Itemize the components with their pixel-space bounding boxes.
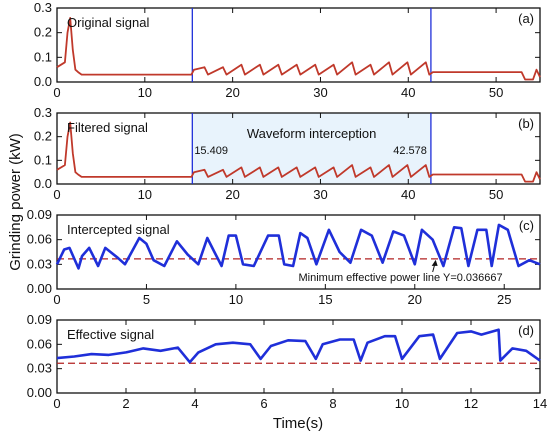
panel-3: 0.00 0.03 0.06 0.09 0 5 10 15 20 25 Intercepted si… bbox=[27, 207, 541, 307]
data-series-line bbox=[56, 121, 541, 183]
x-tick-label: 10 bbox=[229, 292, 243, 307]
x-tick-label: 14 bbox=[533, 396, 547, 411]
data-series-line bbox=[55, 223, 541, 270]
y-axis-title: Grinding power (kW) bbox=[7, 133, 24, 271]
x-tick-label: 4 bbox=[191, 396, 198, 411]
x-tick-label: 8 bbox=[329, 396, 336, 411]
x-tick-label: 0 bbox=[53, 396, 60, 411]
signal-label: Intercepted signal bbox=[67, 222, 170, 237]
x-tick-label: 25 bbox=[497, 292, 511, 307]
interval-end-label: 42.578 bbox=[393, 145, 427, 157]
y-tick-label: 0.00 bbox=[27, 281, 52, 296]
signal-label: Original signal bbox=[67, 15, 149, 30]
y-tick-label: 0.06 bbox=[27, 232, 52, 247]
y-tick-label: 0.3 bbox=[34, 0, 52, 15]
x-tick-label: 10 bbox=[395, 396, 409, 411]
x-tick-label: 0 bbox=[53, 187, 60, 202]
y-tick-label: 0.0 bbox=[34, 74, 52, 89]
interval-start-label: 15.409 bbox=[194, 145, 228, 157]
x-tick-label: 30 bbox=[313, 85, 327, 100]
x-tick-label: 2 bbox=[122, 396, 129, 411]
plot-frame bbox=[56, 112, 541, 185]
y-tick-label: 0.09 bbox=[27, 312, 52, 327]
plot-frame bbox=[56, 319, 541, 394]
data-series-line bbox=[56, 17, 541, 81]
y-tick-label: 0.0 bbox=[34, 176, 52, 191]
y-tick-label: 0.1 bbox=[34, 152, 52, 167]
x-tick-label: 50 bbox=[489, 187, 503, 202]
panel-label: (d) bbox=[518, 323, 534, 338]
plot-frame bbox=[56, 7, 541, 83]
y-tick-label: 0.1 bbox=[34, 49, 52, 64]
y-tick-label: 0.03 bbox=[27, 361, 52, 376]
panel-label: (b) bbox=[518, 116, 534, 131]
x-tick-label: 10 bbox=[138, 85, 152, 100]
x-tick-label: 12 bbox=[464, 396, 478, 411]
data-series-line bbox=[56, 328, 541, 364]
x-tick-label: 50 bbox=[489, 85, 503, 100]
x-tick-label: 15 bbox=[318, 292, 332, 307]
x-axis-title: Time(s) bbox=[273, 415, 323, 432]
panel-4: 0.00 0.03 0.06 0.09 0 2 4 6 8 10 12 14 Effective sig… bbox=[27, 312, 548, 411]
y-tick-label: 0.00 bbox=[27, 385, 52, 400]
signal-label: Effective signal bbox=[67, 327, 154, 342]
plot-frame bbox=[56, 214, 541, 290]
x-tick-label: 30 bbox=[313, 187, 327, 202]
x-tick-label: 10 bbox=[138, 187, 152, 202]
x-tick-label: 0 bbox=[53, 85, 60, 100]
x-tick-label: 6 bbox=[260, 396, 267, 411]
y-tick-label: 0.2 bbox=[34, 129, 52, 144]
x-tick-label: 20 bbox=[408, 292, 422, 307]
x-tick-label: 40 bbox=[401, 85, 415, 100]
x-tick-label: 20 bbox=[225, 85, 239, 100]
annotation-arrowhead bbox=[431, 259, 438, 266]
y-tick-label: 0.3 bbox=[34, 105, 52, 120]
panel-label: (a) bbox=[518, 11, 534, 26]
y-tick-label: 0.2 bbox=[34, 25, 52, 40]
x-tick-label: 40 bbox=[401, 187, 415, 202]
y-tick-label: 0.09 bbox=[27, 207, 52, 222]
x-tick-label: 0 bbox=[53, 292, 60, 307]
x-tick-label: 5 bbox=[143, 292, 150, 307]
y-tick-label: 0.06 bbox=[27, 336, 52, 351]
x-tick-label: 20 bbox=[225, 187, 239, 202]
panel-label: (c) bbox=[519, 218, 534, 233]
y-tick-label: 0.03 bbox=[27, 256, 52, 271]
signal-label: Filtered signal bbox=[67, 120, 148, 135]
panel-2: 0.0 0.1 0.2 0.3 0 10 20 30 40 50 Filtered signal (b… bbox=[34, 105, 541, 202]
min-power-line-label: Minimum effective power line Y=0.036667 bbox=[299, 272, 503, 284]
interception-title: Waveform interception bbox=[247, 126, 377, 141]
panel-1: 0.0 0.1 0.2 0.3 0 10 20 30 40 50 Original signal (a… bbox=[34, 0, 541, 100]
